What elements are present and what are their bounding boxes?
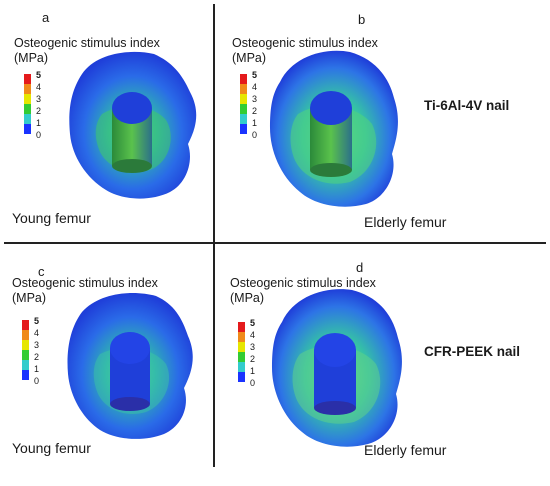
scale-tick: 1 — [252, 118, 258, 128]
nail-label-ti: Ti-6Al-4V nail — [424, 98, 510, 113]
panel-letter: d — [356, 260, 364, 275]
femur-caption: Elderly femur — [364, 214, 447, 230]
scale-seg-0 — [238, 372, 245, 382]
scale-tick: 3 — [252, 94, 258, 104]
panel-letter: c — [38, 264, 45, 279]
scale-tick: 0 — [250, 378, 256, 388]
scale-seg-2 — [22, 350, 29, 360]
scale-tick: 0 — [252, 130, 258, 140]
scale-tick: 2 — [34, 352, 40, 362]
scale-title-line1: Osteogenic stimulus index — [12, 276, 158, 290]
color-scale-bar — [238, 322, 245, 382]
scale-title-line2: (MPa) — [232, 51, 267, 65]
femur-caption: Young femur — [12, 210, 91, 226]
scale-tick: 0 — [36, 130, 42, 140]
horizontal-divider — [4, 242, 546, 244]
scale-seg-4 — [240, 84, 247, 94]
scale-seg-2 — [240, 104, 247, 114]
scale-tick: 3 — [250, 342, 256, 352]
scale-title: Osteogenic stimulus index (MPa) — [12, 276, 158, 306]
scale-seg-1 — [24, 114, 31, 124]
scale-tick: 2 — [252, 106, 258, 116]
scale-title: Osteogenic stimulus index (MPa) — [232, 36, 378, 66]
scale-seg-3 — [22, 340, 29, 350]
scale-tick: 1 — [36, 118, 42, 128]
scale-tick: 1 — [250, 366, 256, 376]
scale-seg-0 — [24, 124, 31, 134]
scale-tick: 4 — [34, 328, 40, 338]
femur-model-image — [272, 289, 402, 447]
scale-seg-0 — [22, 370, 29, 380]
femur-model-image — [69, 51, 197, 199]
scale-seg-2 — [24, 104, 31, 114]
femur-model-image — [67, 293, 193, 439]
scale-seg-0 — [240, 124, 247, 134]
scale-tick: 5 — [36, 70, 42, 80]
scale-tick: 2 — [250, 354, 256, 364]
panel-letter: a — [42, 10, 50, 25]
scale-title-line1: Osteogenic stimulus index — [230, 276, 376, 290]
femur-model-image — [270, 50, 398, 207]
scale-seg-5 — [240, 74, 247, 84]
scale-title-line1: Osteogenic stimulus index — [14, 36, 160, 50]
panel-letter: b — [358, 12, 366, 27]
scale-tick: 5 — [252, 70, 258, 80]
scale-seg-3 — [238, 342, 245, 352]
scale-tick: 4 — [36, 82, 42, 92]
femur-caption: Young femur — [12, 440, 91, 456]
scale-title-line2: (MPa) — [12, 291, 47, 305]
scale-title-line2: (MPa) — [230, 291, 265, 305]
scale-seg-5 — [22, 320, 29, 330]
scale-tick: 3 — [34, 340, 40, 350]
panel-d: d Osteogenic stimulus index (MPa) 5 4 3 … — [216, 246, 546, 486]
scale-tick: 3 — [36, 94, 42, 104]
scale-tick: 1 — [34, 364, 40, 374]
color-scale-bar — [22, 320, 29, 380]
scale-seg-1 — [22, 360, 29, 370]
scale-seg-4 — [22, 330, 29, 340]
panel-a: a Osteogenic stimulus index (MPa) 5 4 3 … — [0, 0, 213, 240]
scale-title-line2: (MPa) — [14, 51, 49, 65]
scale-tick: 5 — [34, 316, 40, 326]
scale-seg-3 — [240, 94, 247, 104]
scale-tick: 5 — [250, 318, 256, 328]
color-scale-bar — [24, 74, 31, 134]
scale-seg-4 — [24, 84, 31, 94]
scale-seg-1 — [238, 362, 245, 372]
scale-title-line1: Osteogenic stimulus index — [232, 36, 378, 50]
scale-title: Osteogenic stimulus index (MPa) — [14, 36, 160, 66]
scale-title: Osteogenic stimulus index (MPa) — [230, 276, 376, 306]
color-scale-bar — [240, 74, 247, 134]
vertical-divider — [213, 4, 215, 467]
femur-caption: Elderly femur — [364, 442, 447, 458]
scale-tick: 2 — [36, 106, 42, 116]
scale-seg-4 — [238, 332, 245, 342]
panel-b: b Osteogenic stimulus index (MPa) 5 4 3 … — [216, 0, 546, 240]
nail-label-peek: CFR-PEEK nail — [424, 344, 521, 359]
scale-seg-5 — [238, 322, 245, 332]
panel-c: c Osteogenic stimulus index (MPa) 5 4 3 … — [0, 246, 213, 486]
scale-seg-1 — [240, 114, 247, 124]
scale-seg-3 — [24, 94, 31, 104]
scale-seg-5 — [24, 74, 31, 84]
scale-tick: 4 — [252, 82, 258, 92]
scale-tick: 4 — [250, 330, 256, 340]
scale-seg-2 — [238, 352, 245, 362]
scale-tick: 0 — [34, 376, 40, 386]
